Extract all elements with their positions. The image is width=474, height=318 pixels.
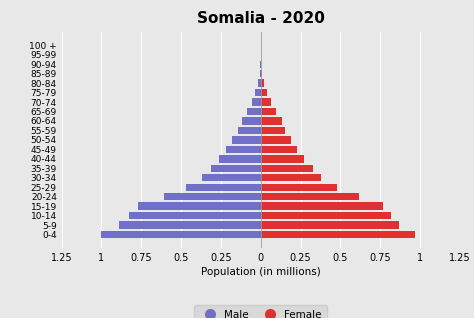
- Bar: [252, 98, 261, 106]
- Bar: [261, 89, 267, 96]
- Bar: [101, 231, 261, 238]
- Bar: [255, 89, 261, 96]
- Bar: [242, 117, 261, 125]
- Bar: [261, 146, 297, 153]
- Legend: Male, Female: Male, Female: [194, 305, 327, 318]
- Bar: [186, 183, 261, 191]
- Bar: [261, 136, 291, 144]
- Bar: [260, 70, 261, 77]
- Bar: [261, 212, 392, 219]
- Bar: [261, 127, 285, 134]
- Bar: [237, 127, 261, 134]
- Bar: [164, 193, 261, 200]
- Bar: [232, 136, 261, 144]
- Bar: [261, 70, 262, 77]
- Bar: [138, 203, 261, 210]
- Bar: [261, 231, 415, 238]
- Bar: [226, 146, 261, 153]
- Bar: [261, 221, 399, 229]
- Bar: [261, 98, 271, 106]
- X-axis label: Population (in millions): Population (in millions): [201, 267, 320, 277]
- Bar: [261, 193, 359, 200]
- Bar: [261, 108, 276, 115]
- Bar: [202, 174, 261, 182]
- Bar: [247, 108, 261, 115]
- Bar: [261, 165, 313, 172]
- Bar: [211, 165, 261, 172]
- Bar: [261, 183, 337, 191]
- Title: Somalia - 2020: Somalia - 2020: [197, 11, 325, 26]
- Bar: [261, 174, 321, 182]
- Bar: [128, 212, 261, 219]
- Bar: [261, 203, 383, 210]
- Bar: [219, 155, 261, 162]
- Bar: [261, 80, 264, 87]
- Bar: [261, 155, 304, 162]
- Bar: [119, 221, 261, 229]
- Bar: [261, 117, 282, 125]
- Bar: [258, 80, 261, 87]
